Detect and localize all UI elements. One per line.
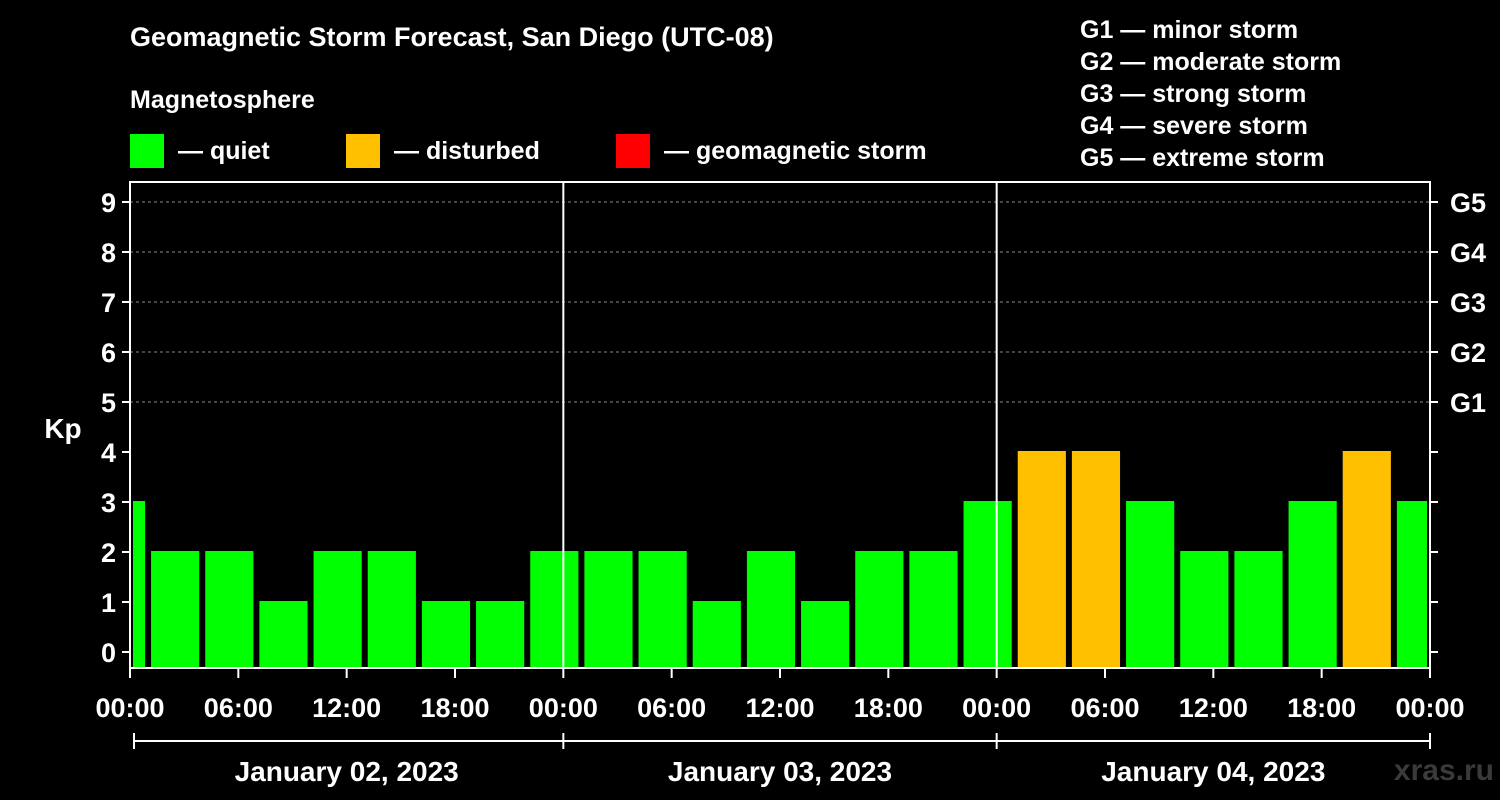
y-tick-label: 2 <box>101 538 116 568</box>
kp-bar-7 <box>476 601 525 668</box>
kp-bar-12 <box>746 551 796 668</box>
chart-title: Geomagnetic Storm Forecast, San Diego (U… <box>130 22 774 52</box>
x-tick-label: 00:00 <box>529 693 598 723</box>
y-tick-label: 5 <box>101 388 116 418</box>
kp-bar-14 <box>855 551 904 668</box>
kp-bar-16 <box>963 501 1012 668</box>
legend-swatch-disturbed <box>346 134 380 168</box>
kp-bar-9 <box>584 551 633 668</box>
kp-bar-13 <box>801 601 850 668</box>
kp-bar-17 <box>1017 451 1066 668</box>
y-axis-label: Kp <box>44 413 81 444</box>
x-tick-label: 18:00 <box>854 693 923 723</box>
y-tick-label: 3 <box>101 488 116 518</box>
storm-scale-g1: G1 — minor storm <box>1080 16 1299 44</box>
x-tick-label: 06:00 <box>637 693 706 723</box>
legend-swatch-storm <box>616 134 650 168</box>
y-tick-label: 1 <box>101 588 116 618</box>
y-tick-label: 0 <box>101 638 116 668</box>
y-tick-label: 6 <box>101 338 116 368</box>
kp-bar-20 <box>1180 551 1229 668</box>
kp-bar-0 <box>133 501 146 668</box>
x-tick-label: 06:00 <box>204 693 273 723</box>
y-tick-label: 4 <box>101 438 116 468</box>
kp-bar-5 <box>367 551 416 668</box>
storm-scale-g2: G2 — moderate storm <box>1080 48 1342 76</box>
kp-bar-4 <box>313 551 362 668</box>
storm-level-label: G3 <box>1450 288 1486 318</box>
x-tick-label: 06:00 <box>1070 693 1139 723</box>
kp-bar-6 <box>421 601 471 668</box>
kp-bar-22 <box>1288 501 1337 668</box>
kp-bar-19 <box>1126 501 1175 668</box>
x-tick-label: 18:00 <box>420 693 489 723</box>
kp-bar-23 <box>1342 451 1391 668</box>
day-label: January 03, 2023 <box>668 756 892 787</box>
y-tick-label: 9 <box>101 188 116 218</box>
legend-item-quiet: — quiet <box>130 134 270 168</box>
x-tick-label: 12:00 <box>312 693 381 723</box>
storm-scale-g4: G4 — severe storm <box>1080 112 1308 140</box>
x-tick-label: 00:00 <box>1395 693 1464 723</box>
storm-level-label: G1 <box>1450 388 1486 418</box>
storm-scale-legend: G1 — minor storm G2 — moderate storm G3 … <box>1080 14 1341 174</box>
storm-level-label: G2 <box>1450 338 1486 368</box>
legend-label-quiet: — quiet <box>178 136 270 165</box>
kp-bar-24 <box>1396 501 1427 668</box>
x-tick-label: 12:00 <box>745 693 814 723</box>
storm-scale-g5: G5 — extreme storm <box>1080 144 1325 172</box>
kp-bar-15 <box>909 551 958 668</box>
kp-bar-11 <box>692 601 741 668</box>
x-tick-label: 00:00 <box>95 693 164 723</box>
kp-bar-3 <box>259 601 308 668</box>
watermark: xras.ru <box>1393 754 1494 787</box>
legend-item-storm: — geomagnetic storm <box>616 134 927 168</box>
legend-heading: Magnetosphere <box>130 86 315 114</box>
legend-swatch-quiet <box>130 134 164 168</box>
kp-bar-8 <box>530 551 579 668</box>
storm-level-label: G4 <box>1450 238 1486 268</box>
kp-bar-1 <box>151 551 200 668</box>
y-tick-label: 8 <box>101 238 116 268</box>
x-tick-label: 12:00 <box>1179 693 1248 723</box>
kp-bar-21 <box>1234 551 1283 668</box>
kp-bar-2 <box>205 551 254 668</box>
legend-label-storm: — geomagnetic storm <box>664 136 927 165</box>
x-tick-label: 18:00 <box>1287 693 1356 723</box>
storm-scale-g3: G3 — strong storm <box>1080 80 1307 108</box>
legend-label-disturbed: — disturbed <box>394 136 540 165</box>
day-label: January 02, 2023 <box>235 756 459 787</box>
legend-item-disturbed: — disturbed <box>346 134 540 168</box>
y-tick-label: 7 <box>101 288 116 318</box>
kp-bar-18 <box>1071 451 1121 668</box>
x-tick-label: 00:00 <box>962 693 1031 723</box>
day-label: January 04, 2023 <box>1101 756 1325 787</box>
storm-level-label: G5 <box>1450 188 1486 218</box>
kp-bar-10 <box>638 551 687 668</box>
